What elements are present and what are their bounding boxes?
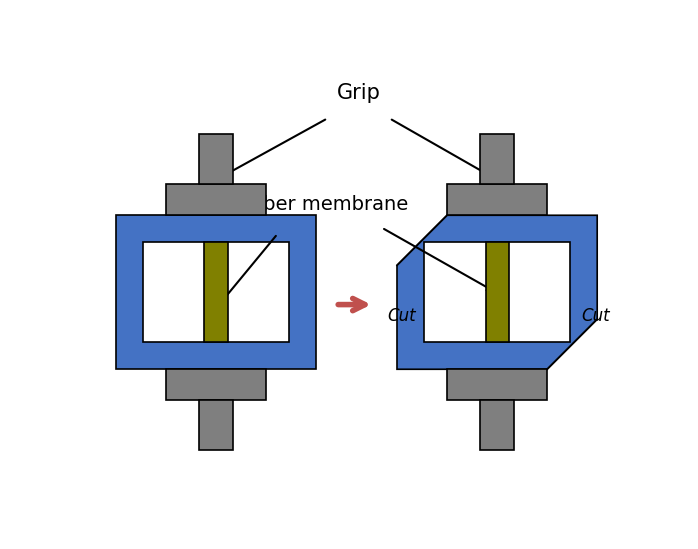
Text: Nanofiber membrane: Nanofiber membrane (200, 195, 409, 215)
Bar (205, 242, 228, 343)
Bar (143, 242, 289, 343)
Text: Cut: Cut (582, 307, 611, 325)
Bar (424, 242, 570, 343)
Bar (199, 400, 233, 450)
Polygon shape (397, 215, 597, 369)
Bar (486, 242, 509, 343)
Bar (116, 215, 316, 369)
Bar (480, 135, 514, 184)
Bar (199, 135, 233, 184)
Bar (166, 369, 266, 400)
Bar (447, 184, 547, 215)
Text: Cut: Cut (388, 307, 417, 325)
Bar (166, 184, 266, 215)
Bar (447, 369, 547, 400)
Bar (480, 400, 514, 450)
Text: Grip: Grip (336, 83, 380, 103)
